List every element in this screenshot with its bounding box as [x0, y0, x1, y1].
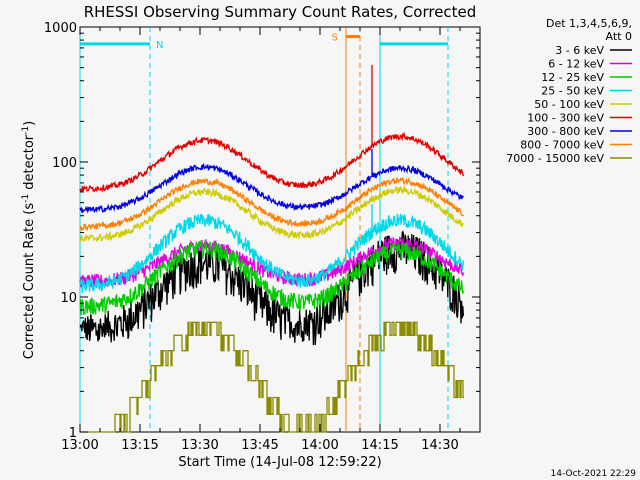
x-axis: 13:00 13:15 13:30 13:45 14:00 14:15 14:30 [61, 27, 481, 453]
footer-date: 14-Oct-2021 22:29 [551, 469, 637, 479]
series-line [80, 321, 464, 433]
y-tick-label: 10 [60, 291, 77, 306]
series-line [79, 163, 464, 214]
annotations: NS [79, 27, 449, 432]
legend-entry-label: 7000 - 15000 keV [506, 152, 604, 165]
y-tick-label: 1 [69, 426, 77, 441]
y-axis-label: Corrected Count Rate (s-1 detector-1) [21, 121, 37, 359]
x-tick-label: 13:45 [241, 438, 278, 453]
legend-entry-label: 12 - 25 keV [541, 71, 604, 84]
x-tick-label: 13:30 [181, 438, 218, 453]
legend-title: Det 1,3,4,5,6,9, [546, 17, 632, 30]
legend-entry-label: 25 - 50 keV [541, 85, 604, 98]
series-line [79, 213, 465, 293]
y-axis-label-main: Corrected Count Rate (s [22, 203, 37, 360]
legend-entry-label: 50 - 100 keV [534, 98, 604, 111]
x-tick-label: 14:30 [421, 438, 458, 453]
series-line [79, 240, 465, 316]
x-tick-label: 13:15 [121, 438, 158, 453]
y-tick-label: 100 [52, 156, 77, 171]
interval-label: S [332, 33, 338, 44]
legend-entry-label: 300 - 800 keV [527, 125, 604, 138]
x-axis-label: Start Time (14-Jul-08 12:59:22) [178, 455, 381, 470]
series-line [79, 131, 465, 193]
y-tick-label: 1000 [44, 21, 77, 36]
y-axis-label-sup2: -1 [21, 126, 31, 135]
legend-entry-label: 800 - 7000 keV [520, 139, 604, 152]
x-tick-label: 14:15 [361, 438, 398, 453]
x-tick-label: 13:00 [61, 438, 98, 453]
legend-entry-label: 100 - 300 keV [527, 112, 604, 125]
y-axis-label-sup1: -1 [21, 194, 31, 203]
legend-entry-label: 3 - 6 keV [555, 44, 604, 57]
y-axis: 1 10 100 1000 [44, 21, 480, 441]
y-axis-label-end: ) [22, 121, 37, 126]
plot-frame [79, 26, 481, 433]
series-line [79, 176, 464, 232]
series-layer [79, 64, 465, 433]
x-tick-label: 14:00 [301, 438, 338, 453]
interval-label: N [156, 40, 163, 51]
legend-entry-label: 6 - 12 keV [548, 58, 604, 71]
chart-title: RHESSI Observing Summary Count Rates, Co… [84, 3, 477, 21]
legend-subtitle: Att 0 [606, 30, 632, 43]
y-axis-label-mid: detector [22, 134, 37, 194]
series-line [79, 185, 464, 243]
